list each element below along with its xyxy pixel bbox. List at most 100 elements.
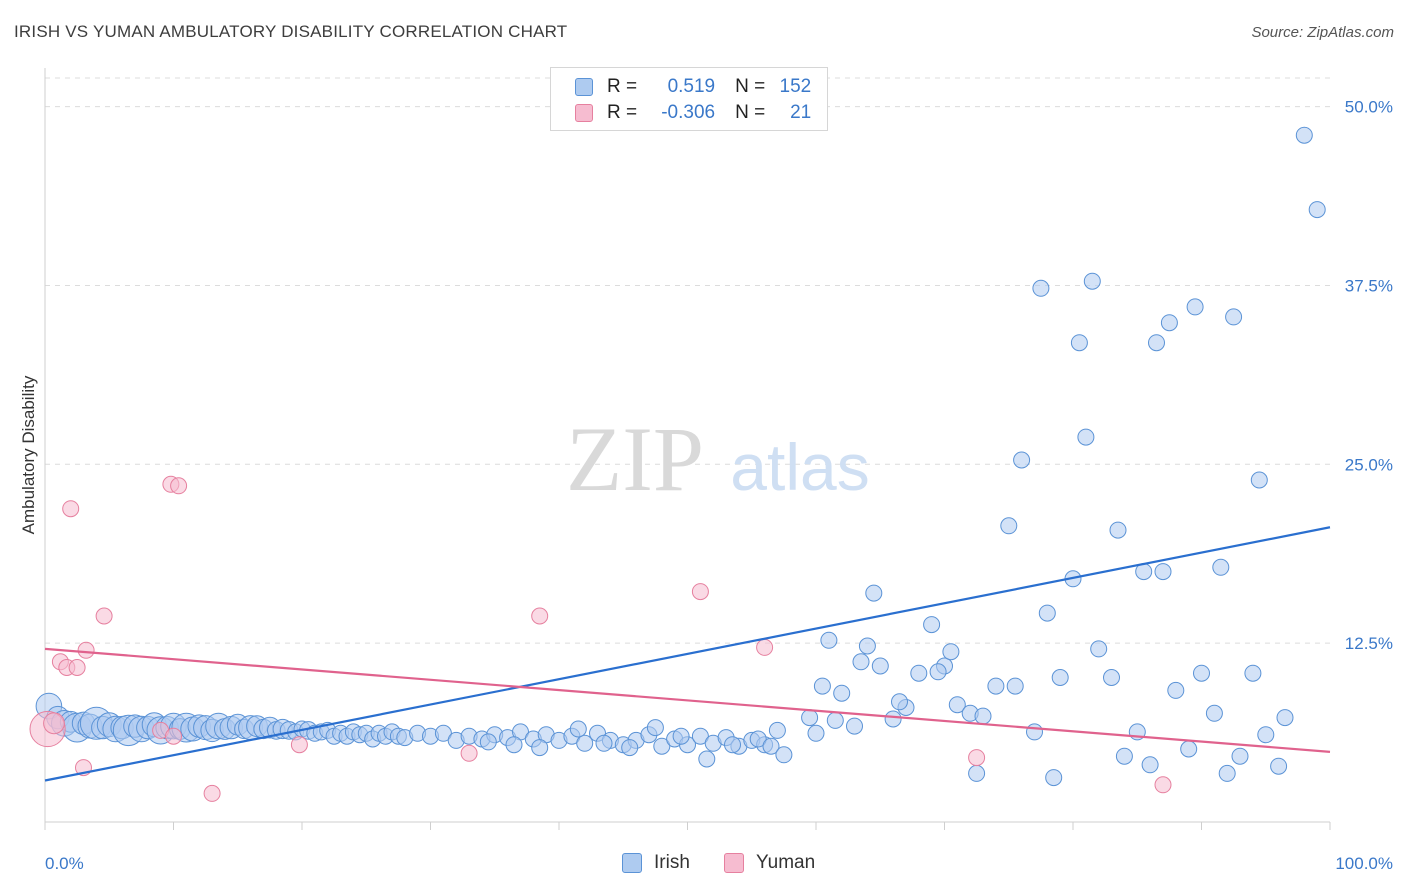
irish-point <box>1077 428 1095 446</box>
x-tick-label-max: 100.0% <box>1335 854 1393 873</box>
legend-row-irish: R = 0.519 N = 152 <box>575 75 811 99</box>
irish-point <box>884 710 902 728</box>
yuman-point <box>68 659 86 676</box>
irish-point <box>858 637 876 655</box>
watermark-atlas: atlas <box>730 430 869 504</box>
legend-row-yuman: R = -0.306 N = 21 <box>575 101 811 125</box>
yuman-point <box>968 749 986 767</box>
yuman-point <box>43 712 65 735</box>
yuman-point <box>1154 776 1172 794</box>
irish-point <box>621 739 639 757</box>
irish-r-label: R = <box>607 76 638 97</box>
irish-point <box>434 724 452 742</box>
yuman-legend-label: Yuman <box>756 852 816 873</box>
irish-point <box>1308 201 1326 219</box>
axis-ticks: 12.5% 25.0% 37.5% 50.0% 0.0% 100.0% <box>45 98 1393 873</box>
yuman-r-label: R = <box>607 102 638 123</box>
yuman-point <box>756 638 774 656</box>
irish-point <box>775 746 793 764</box>
yuman-r-value: -0.306 <box>661 102 716 123</box>
yuman-point <box>290 736 308 754</box>
irish-point <box>1148 334 1165 352</box>
chart-title: IRISH VS YUMAN AMBULATORY DISABILITY COR… <box>14 22 568 41</box>
irish-point <box>865 584 883 602</box>
irish-point <box>1212 558 1230 576</box>
irish-point <box>724 736 741 754</box>
irish-point <box>1270 757 1288 775</box>
irish-point <box>826 711 844 729</box>
irish-point <box>801 709 819 727</box>
irish-point <box>1231 747 1249 765</box>
irish-point <box>871 657 889 675</box>
irish-point <box>1160 314 1178 332</box>
irish-point <box>672 727 690 745</box>
yuman-n-value: 21 <box>790 102 812 123</box>
irish-point <box>569 720 587 738</box>
irish-point <box>1276 709 1294 727</box>
irish-point <box>1045 769 1063 787</box>
yuman-point <box>203 784 221 802</box>
irish-point <box>833 684 851 702</box>
yuman-legend-swatch <box>724 853 744 873</box>
irish-point <box>1000 517 1018 535</box>
yuman-points <box>29 475 1172 802</box>
irish-point <box>1141 756 1159 774</box>
irish-point <box>1250 471 1268 489</box>
irish-point <box>1186 298 1204 316</box>
irish-point <box>762 737 780 755</box>
irish-point <box>749 730 767 748</box>
irish-point <box>1083 272 1101 290</box>
irish-point <box>653 737 671 755</box>
irish-swatch <box>575 78 593 96</box>
irish-point <box>1154 563 1172 581</box>
irish-point <box>1026 723 1043 741</box>
irish-point <box>1257 726 1275 744</box>
irish-r-value: 0.519 <box>667 76 716 97</box>
y-axis-label: Ambulatory Disability <box>19 375 38 534</box>
irish-point <box>1109 521 1127 539</box>
irish-point <box>691 727 709 745</box>
yuman-point <box>62 500 80 518</box>
irish-trend-line <box>44 526 1331 782</box>
irish-point <box>813 677 831 695</box>
irish-point <box>505 736 523 754</box>
yuman-n-label: N = <box>735 102 766 123</box>
irish-point <box>1090 640 1108 658</box>
irish-point <box>948 696 966 714</box>
y-tick-label: 50.0% <box>1345 98 1393 117</box>
y-tick-label: 12.5% <box>1345 634 1393 653</box>
irish-point <box>1244 664 1262 682</box>
yuman-point <box>460 744 478 762</box>
irish-point <box>974 707 992 725</box>
y-tick-label: 25.0% <box>1345 455 1393 474</box>
irish-point <box>1205 704 1223 722</box>
irish-point <box>1180 740 1198 758</box>
irish-point <box>768 721 786 739</box>
source-credit: Source: ZipAtlas.com <box>1251 24 1394 41</box>
yuman-point <box>95 607 113 625</box>
irish-point <box>820 631 838 649</box>
irish-point <box>1032 279 1050 297</box>
irish-point <box>1225 308 1243 326</box>
yuman-swatch <box>575 104 593 122</box>
gridlines <box>45 77 1330 644</box>
irish-point <box>923 616 941 634</box>
irish-point <box>891 693 908 711</box>
watermark: ZIP atlas <box>566 408 870 510</box>
irish-point <box>1167 681 1185 699</box>
irish-point <box>1038 604 1056 622</box>
irish-point <box>1051 669 1069 686</box>
irish-legend-swatch <box>622 853 642 873</box>
bottom-legend-yuman: Yuman <box>724 852 815 874</box>
yuman-point <box>165 727 182 745</box>
irish-point <box>846 717 863 735</box>
watermark-zip: ZIP <box>566 408 704 510</box>
irish-point <box>1115 747 1133 765</box>
irish-point <box>1218 764 1236 782</box>
yuman-point <box>170 477 188 495</box>
irish-point <box>576 734 594 752</box>
irish-point <box>646 719 664 737</box>
irish-point <box>852 653 870 671</box>
irish-point <box>929 663 947 681</box>
